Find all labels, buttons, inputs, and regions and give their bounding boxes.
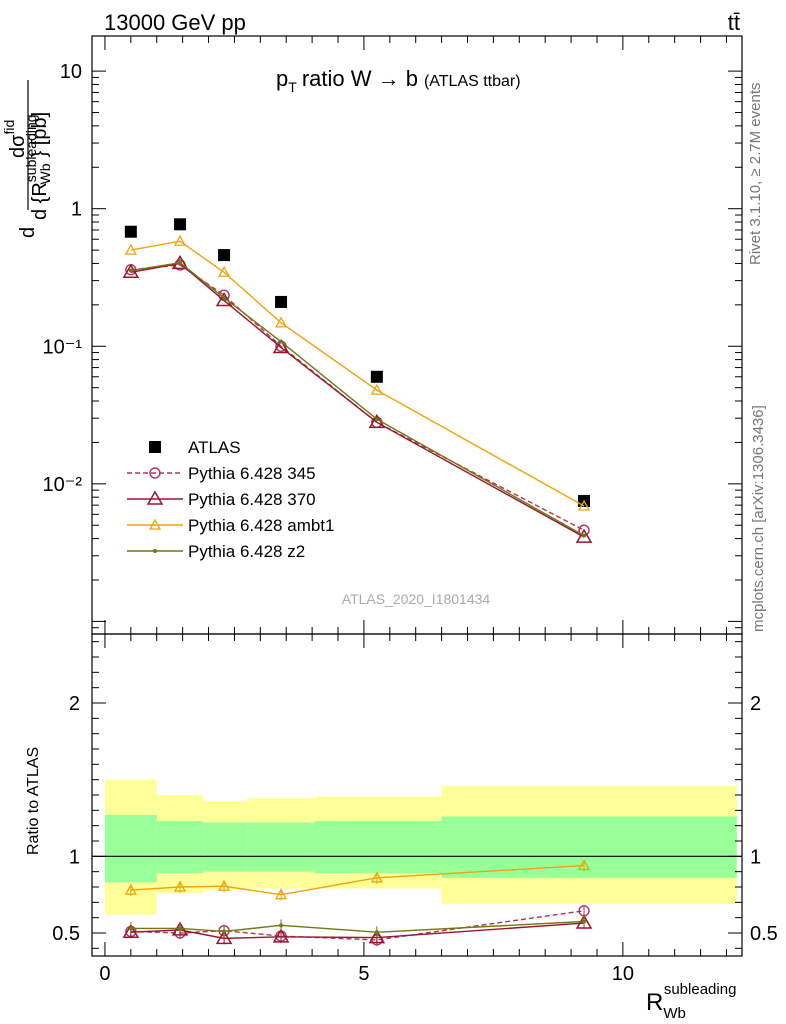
chart-title: pT ratio W → b (ATLAS ttbar) (276, 66, 521, 95)
inner-band-bin-3 (247, 822, 315, 872)
legend-entry-1: Pythia 6.428 345 (188, 464, 316, 483)
ratio-y-tick-label-left: 0.5 (52, 923, 80, 945)
main-point-3-2 (217, 265, 231, 277)
ratio-y-tick-label-right: 1 (750, 846, 761, 868)
legend-entry-4: Pythia 6.428 z2 (188, 542, 305, 561)
main-point-3-0 (124, 243, 137, 255)
ratio-point-2-0 (124, 883, 137, 895)
ratio-point-2-2 (217, 879, 231, 891)
ratio-point-3-4 (374, 930, 379, 935)
main-y-tick-label: 10⁻² (43, 474, 83, 496)
x-tick-labels: 0 5 10 (99, 963, 634, 985)
inner-band-bin-2 (203, 822, 248, 872)
ratio-y-tick-label-right: 0.5 (750, 923, 778, 945)
main-panel: 10⁻² 10⁻¹ 1 10 pT ratio W → b (ATLAS ttbar) d… (1, 35, 743, 635)
main-point-0-4 (370, 370, 383, 383)
inner-band-bin-4 (314, 821, 442, 874)
ratio-point-1-4 (368, 929, 386, 944)
process-label: tt̄ (728, 10, 740, 35)
ratio-point-3-3 (279, 923, 284, 928)
ratio-bands (92, 779, 742, 915)
main-y-axis-label: d {RsubleadingWb} [pb] dσfid d (1, 80, 53, 238)
main-point-4-0 (128, 268, 133, 273)
ratio-point-2-5 (577, 859, 591, 871)
main-point-3-1 (173, 234, 187, 246)
legend-marker-1 (149, 467, 161, 479)
ratio-y-tick-label-right: 2 (750, 693, 761, 715)
main-point-0-0 (124, 225, 137, 238)
series-line-1 (130, 264, 585, 531)
main-point-2-3 (272, 338, 290, 354)
x-tick-label: 10 (612, 963, 634, 985)
main-y-tick-labels: 10⁻² 10⁻¹ 1 10 (43, 61, 83, 496)
x-tick-label: 0 (99, 963, 110, 985)
legend-marker-3 (148, 518, 162, 530)
legend-entry-3: Pythia 6.428 ambt1 (188, 516, 334, 535)
svg-text:dσfid: dσfid (1, 120, 29, 158)
main-point-0-2 (218, 249, 231, 262)
ratio-point-2-1 (173, 880, 187, 892)
svg-text:d: d (17, 227, 39, 238)
x-tick-label: 5 (358, 963, 369, 985)
main-point-2-5 (575, 528, 593, 543)
energy-label: 13000 GeV pp (104, 10, 246, 35)
ratio-point-1-3 (272, 928, 290, 943)
main-ticks (92, 36, 742, 634)
main-point-4-2 (222, 295, 227, 300)
legend-marker-2 (146, 490, 164, 505)
legend-entry-0: ATLAS (188, 438, 241, 457)
main-y-tick-label: 10⁻¹ (43, 336, 83, 358)
main-point-3-3 (274, 316, 288, 328)
main-point-4-1 (178, 260, 183, 265)
main-y-tick-label: 1 (71, 199, 82, 221)
ratio-point-2-4 (370, 871, 383, 883)
series-line-4 (130, 261, 585, 537)
ratio-data-layer (122, 859, 593, 946)
ratio-y-tick-label-left: 1 (69, 846, 80, 868)
ratio-line-1 (130, 922, 585, 940)
main-point-4-5 (582, 533, 587, 538)
ratio-point-1-2 (215, 929, 233, 945)
ratio-y-axis-label: Ratio to ATLAS (25, 747, 42, 855)
ratio-line-3 (130, 920, 585, 933)
series-line-2 (130, 262, 585, 538)
x-axis-label: RWbsubleading (646, 981, 736, 1022)
legend-marker-4 (153, 549, 157, 553)
ratio-point-2-3 (274, 888, 288, 900)
ratio-y-tick-label-left: 2 (69, 693, 80, 715)
legend-marker-0 (149, 441, 161, 453)
inner-band-bin-0 (104, 814, 157, 883)
analysis-watermark: ATLAS_2020_I1801434 (342, 591, 491, 607)
ratio-line-2 (130, 864, 585, 896)
legend: ATLAS Pythia 6.428 345 Pythia 6.428 370 Pyt… (127, 438, 334, 561)
ratio-panel: 0.5 0.5 1 1 2 2 0 5 10 Ratio to ATLAS RWbsublea… (25, 633, 778, 1022)
ratio-ticks (92, 634, 742, 956)
main-point-3-4 (370, 383, 383, 395)
ratio-point-1-0 (122, 923, 140, 938)
main-point-0-1 (174, 218, 187, 231)
main-point-3-5 (577, 499, 591, 511)
main-point-2-2 (215, 292, 233, 307)
main-y-tick-label: 10 (60, 61, 82, 83)
legend-entry-2: Pythia 6.428 370 (188, 490, 316, 509)
svg-text:d {RsubleadingWb} [pb]: d {RsubleadingWb} [pb] (23, 112, 53, 220)
ratio-point-3-0 (128, 926, 133, 931)
ratio-point-3-2 (222, 929, 227, 934)
main-point-4-3 (279, 339, 284, 344)
inner-band-bin-5 (441, 816, 737, 878)
series-line-3 (130, 240, 585, 507)
main-point-2-1 (171, 254, 189, 270)
rivet-label: Rivet 3.1.10, ≥ 2.7M events (747, 83, 764, 266)
ratio-y-tick-labels: 0.5 0.5 1 1 2 2 (52, 693, 778, 945)
ratio-point-3-5 (582, 919, 587, 924)
main-point-0-3 (275, 295, 288, 308)
main-point-4-4 (374, 417, 379, 422)
ratio-point-3-1 (178, 926, 183, 931)
main-point-2-0 (122, 263, 140, 279)
inner-band-bin-1 (156, 821, 204, 874)
mcplots-label: mcplots.cern.ch [arXiv:1306.3436] (750, 405, 767, 632)
main-data-layer (122, 218, 593, 543)
